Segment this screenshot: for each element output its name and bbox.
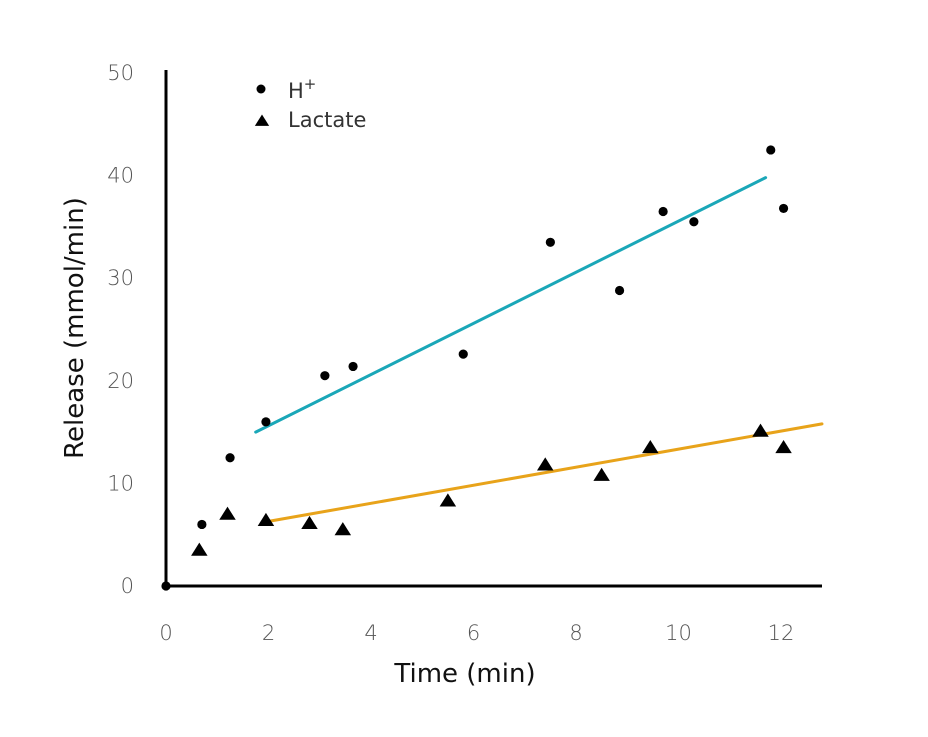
- data-point-lactate: [752, 423, 769, 437]
- data-points: [161, 145, 792, 591]
- data-point-h-plus: [545, 237, 555, 247]
- data-point-h-plus: [261, 417, 271, 427]
- legend: H+ Lactate: [254, 75, 366, 132]
- y-tick-label: 0: [121, 574, 134, 598]
- data-point-lactate: [301, 515, 318, 530]
- y-tick-label: 50: [107, 61, 134, 85]
- data-point-h-plus: [689, 217, 699, 227]
- data-point-h-plus: [766, 145, 776, 155]
- legend-label-h-superscript: +: [304, 75, 317, 93]
- data-point-h-plus: [225, 453, 235, 463]
- y-tick-label: 10: [107, 471, 134, 495]
- data-point-lactate: [642, 439, 659, 454]
- legend-label-lactate: Lactate: [288, 108, 366, 132]
- data-point-lactate: [593, 467, 610, 481]
- x-tick-label: 4: [364, 621, 377, 645]
- legend-marker-lactate: [254, 114, 270, 126]
- data-point-h-plus: [458, 349, 468, 359]
- legend-marker-h-plus: [256, 84, 266, 94]
- x-tick-label: 12: [768, 621, 795, 645]
- x-tick-label: 8: [569, 621, 582, 645]
- data-point-h-plus: [614, 285, 625, 296]
- data-point-h-plus: [778, 203, 789, 214]
- data-point-lactate: [257, 512, 275, 526]
- legend-label-h-base: H: [288, 79, 304, 103]
- data-point-lactate: [775, 439, 792, 454]
- trendline-lactate: [267, 422, 824, 523]
- data-point-lactate: [191, 542, 208, 556]
- trendline-h-plus: [254, 176, 768, 434]
- data-point-h-plus: [348, 361, 358, 372]
- data-point-lactate: [334, 522, 352, 536]
- data-point-lactate: [439, 493, 457, 507]
- x-axis-title: Time (min): [393, 659, 535, 689]
- x-tick-label: 2: [262, 621, 275, 645]
- data-point-lactate: [537, 457, 554, 471]
- data-point-h-plus: [658, 206, 668, 217]
- x-tick-label: 6: [467, 621, 480, 645]
- axes: [164, 70, 822, 588]
- x-tick-label: 0: [159, 621, 172, 645]
- x-tick-labels: 0 2 4 6 8 10 12: [159, 621, 794, 645]
- y-tick-labels: 0 10 20 30 40 50: [107, 61, 134, 598]
- y-tick-label: 20: [107, 369, 134, 393]
- x-tick-label: 10: [665, 621, 692, 645]
- legend-label-h-plus: H+: [288, 75, 316, 103]
- y-axis-title: Release (mmol/min): [60, 197, 90, 459]
- y-tick-label: 30: [107, 266, 134, 290]
- y-tick-label: 40: [107, 164, 134, 188]
- data-point-h-plus: [320, 371, 330, 381]
- data-point-lactate: [219, 506, 236, 520]
- trendlines: [254, 176, 824, 523]
- data-point-h-plus: [197, 519, 207, 530]
